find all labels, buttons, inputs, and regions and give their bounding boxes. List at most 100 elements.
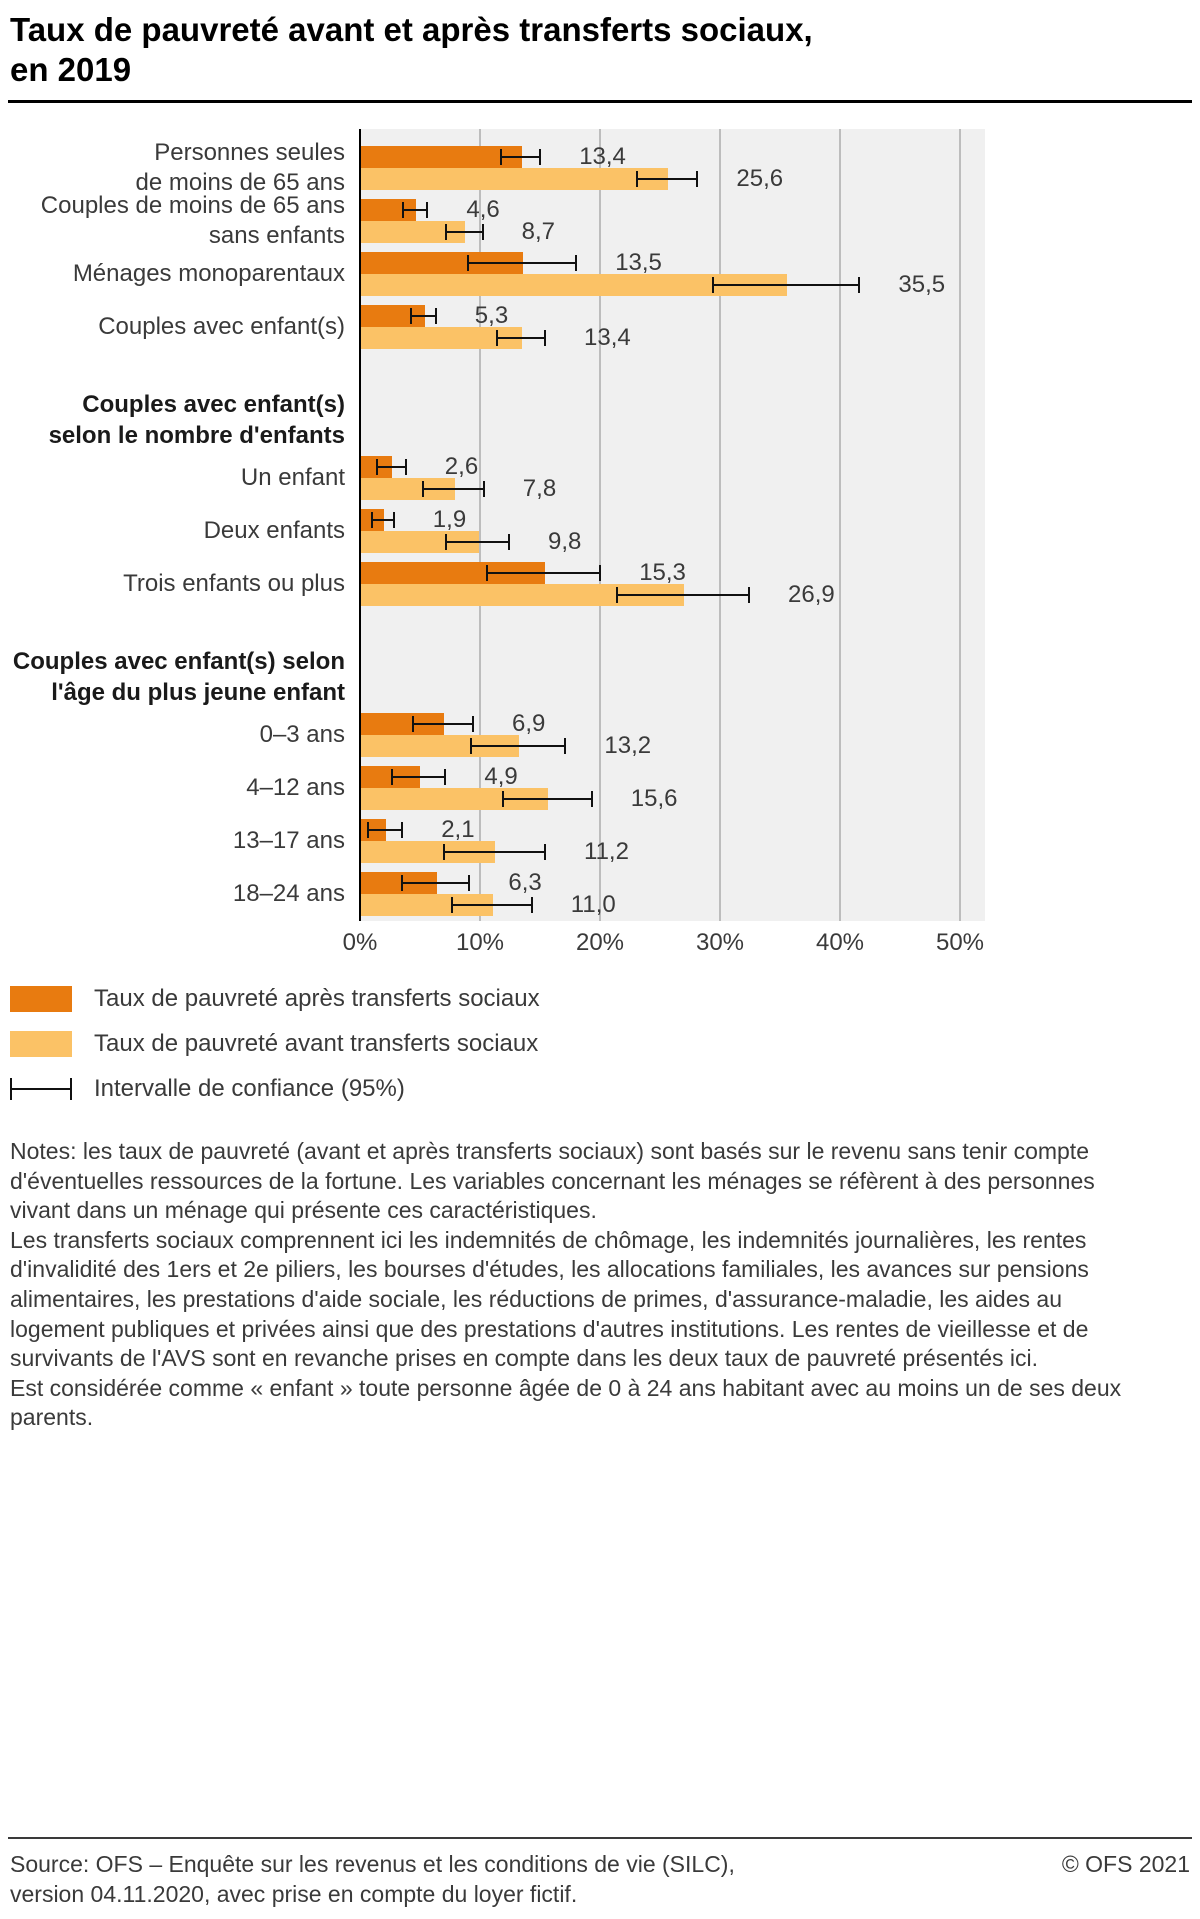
value-label-apres: 13,5 [615, 249, 662, 276]
ci-line [501, 798, 593, 800]
x-tick-label-5: 50% [935, 929, 985, 956]
ci-line [445, 231, 484, 233]
chart-canvas: Personnes seules de moins de 65 ans 13,4 25… [0, 129, 1200, 961]
ci-line [636, 178, 699, 180]
ci-line [495, 337, 546, 339]
label-line: 18–24 ans [232, 880, 345, 907]
ci-glyph-cap-left [10, 1078, 12, 1100]
value-label-apres: 2,6 [444, 453, 479, 480]
ci-cap-left [615, 587, 618, 603]
ci-line [422, 488, 485, 490]
ci-glyph-line [10, 1088, 72, 1090]
ci-cap-right [481, 224, 484, 240]
label-line: Couples avec enfant(s) [98, 313, 345, 340]
ci-cap-right [696, 171, 699, 187]
ci-line [442, 851, 546, 853]
chart-title-line-2: en 2019 [10, 51, 132, 88]
ci-cap-left [466, 255, 469, 271]
confidence-interval-apres [375, 458, 407, 476]
ci-cap-left [636, 171, 638, 187]
gridline-50 [959, 129, 961, 921]
confidence-interval-avant [451, 896, 533, 914]
ci-cap-right [599, 565, 602, 581]
confidence-interval-apres [410, 307, 437, 325]
ci-cap-right [543, 330, 546, 346]
label-line: 4–12 ans [246, 774, 345, 801]
ci-line [375, 466, 407, 468]
value-label-avant: 15,6 [630, 785, 678, 812]
value-label-avant: 11,2 [584, 838, 629, 865]
row-label: 18–24 ans [233, 879, 345, 909]
ci-line [370, 519, 395, 521]
ci-cap-left [370, 512, 373, 528]
ci-line [451, 904, 533, 906]
bar-avant [361, 841, 496, 863]
label-line: Couples de moins de 65 ans [40, 192, 345, 219]
ci-cap-left [442, 844, 445, 860]
bar-avant [361, 584, 684, 606]
ci-cap-left [486, 565, 488, 581]
confidence-interval-apres [466, 254, 578, 272]
value-label-apres: 5,3 [474, 302, 509, 329]
value-label-avant: 8,7 [521, 218, 555, 245]
row-label: 0–3 ans [260, 720, 345, 750]
ci-cap-right [468, 875, 471, 891]
chart-title: Taux de pauvreté avant et après transfer… [10, 10, 1190, 90]
value-label-avant: 35,5 [898, 271, 946, 298]
ci-line [410, 315, 437, 317]
row-label: Un enfant [241, 463, 345, 493]
ci-cap-right [543, 844, 546, 860]
label-line: Trois enfants ou plus [123, 570, 345, 597]
confidence-interval-apres [370, 511, 395, 529]
ci-cap-right [426, 202, 429, 218]
ci-cap-left [375, 459, 378, 475]
y-axis-zero-line [359, 129, 361, 921]
legend-label-ci: Intervalle de confiance (95%) [94, 1075, 405, 1102]
ci-line [500, 156, 542, 158]
bar-avant [361, 894, 493, 916]
bar-apres [361, 146, 522, 168]
row-label: Personnes seules de moins de 65 ans [136, 138, 345, 198]
ci-line [711, 284, 861, 286]
notes: Notes: les taux de pauvreté (avant et ap… [10, 1137, 1160, 1433]
label-line: selon le nombre d'enfants [48, 422, 345, 449]
value-label-avant: 11,0 [570, 891, 616, 918]
bar-avant [361, 531, 479, 553]
legend-label-apres: Taux de pauvreté après transferts sociau… [94, 985, 540, 1012]
ci-line [400, 882, 471, 884]
group-header: Couples avec enfant(s) selon le nombre d'… [49, 389, 345, 451]
ci-cap-left [367, 822, 370, 838]
value-label-apres: 1,9 [432, 506, 467, 533]
x-tick-label-4: 40% [815, 929, 865, 956]
row-label: Couples avec enfant(s) [98, 312, 345, 342]
legend-swatch-apres [10, 986, 72, 1012]
label-line: de moins de 65 ans [135, 169, 345, 196]
confidence-interval-apres [367, 821, 404, 839]
label-line: sans enfants [208, 222, 345, 249]
confidence-interval-avant [636, 170, 699, 188]
ci-cap-left [470, 738, 473, 754]
row-label: Trois enfants ou plus [123, 569, 345, 599]
bar-apres [361, 305, 425, 327]
ci-cap-right [530, 897, 533, 913]
value-label-apres: 6,9 [512, 710, 546, 737]
ci-line [391, 776, 447, 778]
ci-line [466, 262, 578, 264]
legend-swatch-avant [10, 1031, 72, 1057]
confidence-interval-apres [391, 768, 447, 786]
label-line: 0–3 ans [259, 721, 345, 748]
ci-cap-left [445, 534, 448, 550]
ci-cap-right [434, 308, 437, 324]
chart-header: Taux de pauvreté avant et après transfer… [8, 0, 1192, 103]
source-line-1: Source: OFS – Enquête sur les revenus et… [10, 1851, 735, 1877]
x-tick-label-0: 0% [342, 929, 378, 956]
confidence-interval-apres [402, 201, 429, 219]
bar-avant [361, 274, 787, 296]
legend-item-avant: Taux de pauvreté avant transferts sociau… [10, 1030, 1190, 1058]
notes-paragraph-1: Notes: les taux de pauvreté (avant et ap… [10, 1138, 1095, 1224]
value-label-apres: 2,1 [441, 816, 475, 843]
value-label-apres: 13,4 [579, 143, 626, 170]
bar-avant [361, 221, 466, 243]
ci-cap-left [445, 224, 448, 240]
